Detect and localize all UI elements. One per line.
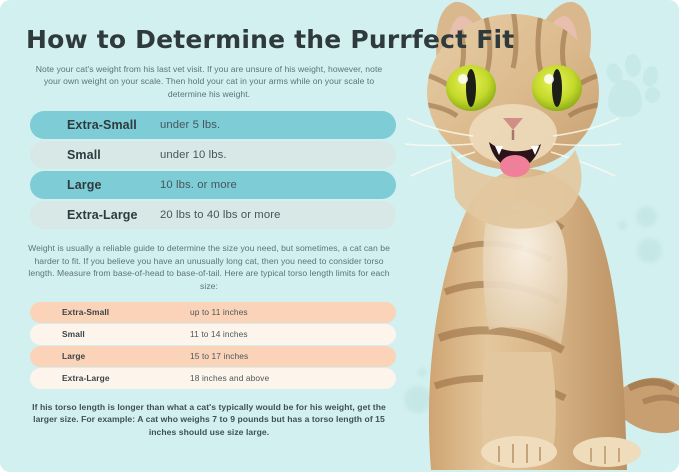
size-value: 15 to 17 inches — [190, 351, 249, 362]
size-label: Extra-Large — [67, 208, 138, 223]
size-value: 20 lbs to 40 lbs or more — [160, 209, 281, 222]
size-label: Small — [62, 329, 85, 340]
size-label: Extra-Large — [62, 373, 110, 384]
size-value: up to 11 inches — [190, 307, 248, 318]
size-value: 11 to 14 inches — [190, 329, 248, 340]
page-title: How to Determine the Purrfect Fit — [26, 25, 515, 54]
size-label: Extra-Small — [67, 118, 137, 133]
size-label: Small — [67, 148, 101, 163]
torso-intro-paragraph: Weight is usually a reliable guide to de… — [28, 243, 390, 292]
table-row: Extra-Large 18 inches and above — [30, 367, 396, 389]
size-label: Large — [67, 178, 102, 193]
weight-size-table: Extra-Small under 5 lbs. Small under 10 … — [30, 111, 396, 230]
size-value: under 10 lbs. — [160, 149, 227, 162]
paw-dot-icon — [636, 206, 657, 227]
paw-dot-icon — [618, 221, 627, 230]
cat-photo — [393, 0, 679, 472]
footer-paragraph: If his torso length is longer than what … — [32, 401, 386, 437]
torso-length-table: Extra-Small up to 11 inches Small 11 to … — [30, 301, 396, 389]
table-row: Extra-Small up to 11 inches — [30, 301, 396, 323]
content-column: How to Determine the Purrfect Fit Note y… — [26, 25, 515, 437]
size-label: Large — [62, 351, 86, 362]
paw-print-icon — [603, 46, 663, 120]
table-row: Extra-Large 20 lbs to 40 lbs or more — [30, 201, 396, 230]
paw-dot-icon — [418, 368, 427, 377]
size-value: under 5 lbs. — [160, 119, 221, 132]
size-value: 18 inches and above — [190, 373, 270, 384]
paw-dot-icon — [440, 378, 457, 395]
table-row: Small under 10 lbs. — [30, 141, 396, 170]
table-row: Small 11 to 14 inches — [30, 323, 396, 345]
intro-paragraph: Note your cat's weight from his last vet… — [35, 63, 383, 99]
size-label: Extra-Small — [62, 307, 110, 318]
table-row: Large 10 lbs. or more — [30, 171, 396, 200]
table-row: Extra-Small under 5 lbs. — [30, 111, 396, 140]
table-row: Large 15 to 17 inches — [30, 345, 396, 367]
size-value: 10 lbs. or more — [160, 179, 237, 192]
paw-dot-icon — [637, 238, 662, 263]
